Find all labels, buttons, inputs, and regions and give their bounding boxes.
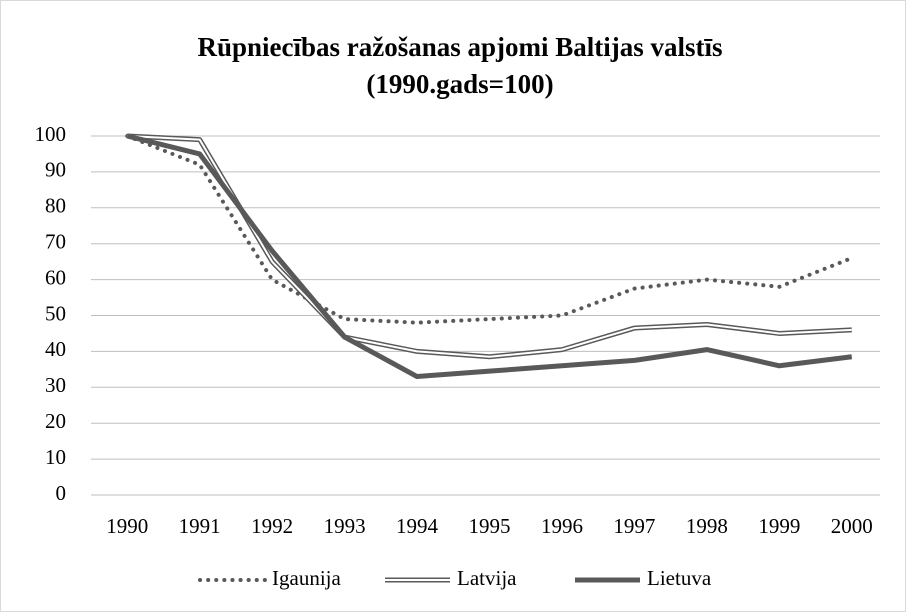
x-tick-label: 1995 <box>469 514 511 538</box>
y-tick-label: 100 <box>35 122 67 146</box>
x-tick-label: 1993 <box>324 514 366 538</box>
x-tick-label: 1994 <box>396 514 439 538</box>
y-tick-label: 0 <box>56 481 67 505</box>
y-tick-label: 20 <box>45 409 66 433</box>
x-tick-label: 2000 <box>831 514 873 538</box>
legend-label: Latvija <box>457 566 517 590</box>
legend-label: Lietuva <box>647 566 712 590</box>
x-tick-label: 1999 <box>758 514 800 538</box>
x-tick-label: 1992 <box>251 514 293 538</box>
x-tick-label: 1990 <box>106 514 148 538</box>
chart-title: Rūpniecības ražošanas apjomi Baltijas va… <box>197 32 722 62</box>
x-tick-label: 1996 <box>541 514 583 538</box>
y-tick-label: 80 <box>45 194 66 218</box>
x-tick-label: 1991 <box>179 514 221 538</box>
y-tick-label: 30 <box>45 373 66 397</box>
chart-subtitle: (1990.gads=100) <box>366 69 553 99</box>
y-tick-label: 50 <box>45 301 66 325</box>
x-tick-label: 1998 <box>686 514 728 538</box>
y-tick-label: 70 <box>45 230 66 254</box>
y-tick-label: 10 <box>45 445 66 469</box>
series-line <box>125 134 854 325</box>
x-tick-label: 1997 <box>613 514 655 538</box>
y-tick-label: 60 <box>45 265 66 289</box>
y-tick-label: 90 <box>45 158 66 182</box>
series-line <box>126 133 853 380</box>
legend-label: Igaunija <box>272 566 341 590</box>
y-tick-label: 40 <box>45 337 66 361</box>
